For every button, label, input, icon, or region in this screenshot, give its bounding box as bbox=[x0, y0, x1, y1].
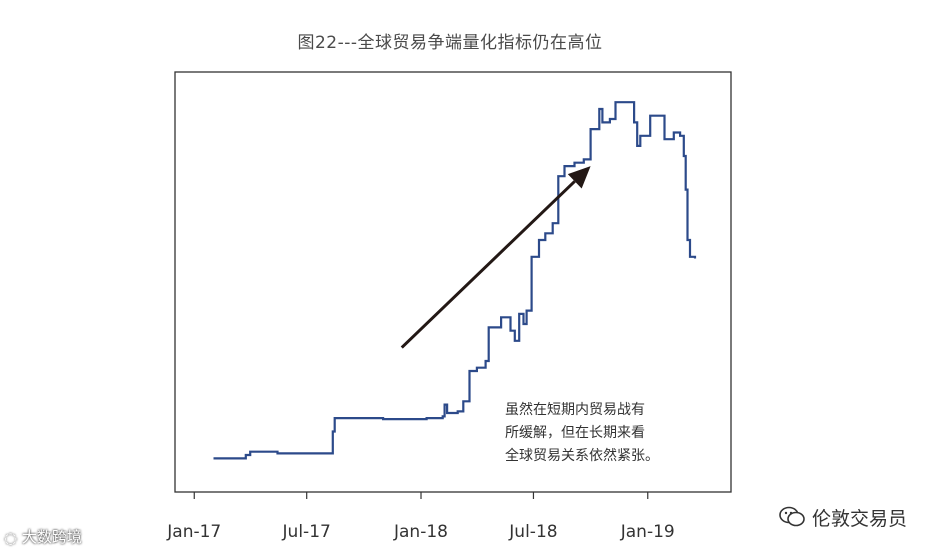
chart-title: 图22---全球贸易争端量化指标仍在高位 bbox=[297, 33, 603, 53]
plot-area bbox=[174, 71, 732, 493]
trend-arrow-line bbox=[400, 180, 576, 349]
annotation-text-line: 所缓解，但在长期来看 bbox=[505, 425, 645, 441]
x-tick-label: Jan-18 bbox=[393, 522, 448, 542]
watermark-left-text: 大数跨境 bbox=[21, 528, 82, 546]
x-tick-label: Jan-19 bbox=[620, 522, 675, 542]
watermark-right-text: 伦敦交易员 bbox=[812, 508, 908, 530]
series-layer bbox=[213, 101, 697, 460]
annotation-text-line: 虽然在短期内贸易战有 bbox=[505, 401, 645, 418]
plot-frame bbox=[174, 71, 732, 493]
x-tick-label: Jan-17 bbox=[166, 522, 221, 542]
x-tick-label: Jul-18 bbox=[508, 522, 557, 542]
brand-logo-icon: ◌ bbox=[4, 528, 18, 547]
series-line bbox=[213, 101, 697, 460]
trend-arrow-head bbox=[567, 166, 591, 189]
x-tick-label: Jul-17 bbox=[282, 522, 331, 542]
annotation-text-line: 全球贸易关系依然紧张。 bbox=[505, 447, 659, 464]
x-axis: Jan-17 Jul-17 Jan-18 Jul-18 Jan-19 bbox=[166, 492, 675, 542]
watermark-left: ◌ 大数跨境 bbox=[4, 526, 82, 547]
watermark-right: 伦敦交易员 bbox=[778, 504, 907, 534]
wechat-icon bbox=[778, 505, 806, 534]
